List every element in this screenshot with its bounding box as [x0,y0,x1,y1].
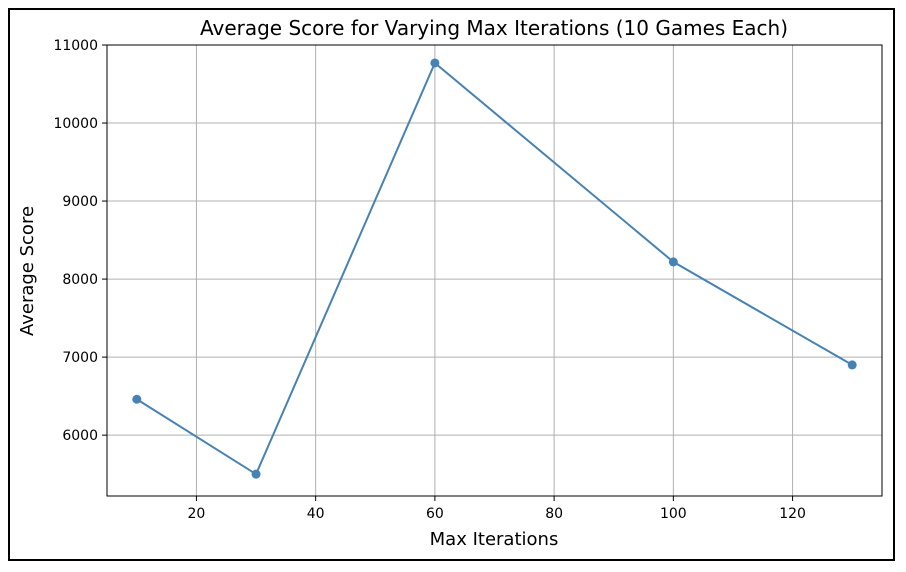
y-tick-label: 8000 [62,272,98,288]
plot-area [106,44,883,497]
grid [107,44,882,496]
x-tick-label: 60 [426,506,444,522]
x-tick-label: 40 [307,506,325,522]
y-tick-label: 10000 [53,116,98,132]
data-point [847,360,857,370]
x-tick-label: 80 [545,506,563,522]
x-axis-label: Max Iterations [430,529,559,550]
figure-frame [8,8,895,561]
axis-ticks: 20 40 60 80 100 120 6000 7000 8000 9000 10000 11000 [53,38,805,522]
x-tick-label: 100 [660,506,687,522]
series-line [136,61,853,476]
data-point [132,394,142,404]
data-point [251,469,261,479]
x-tick-label: 20 [188,506,206,522]
series [132,58,857,479]
y-tick-label: 9000 [62,194,98,210]
y-axis-label: Average Score [17,206,38,336]
data-point [430,58,440,68]
y-tick-label: 7000 [62,350,98,366]
data-point [668,257,678,267]
y-tick-label: 6000 [62,428,98,444]
x-tick-label: 120 [779,506,806,522]
chart-title: Average Score for Varying Max Iterations… [200,16,788,40]
y-tick-label: 11000 [53,38,98,54]
